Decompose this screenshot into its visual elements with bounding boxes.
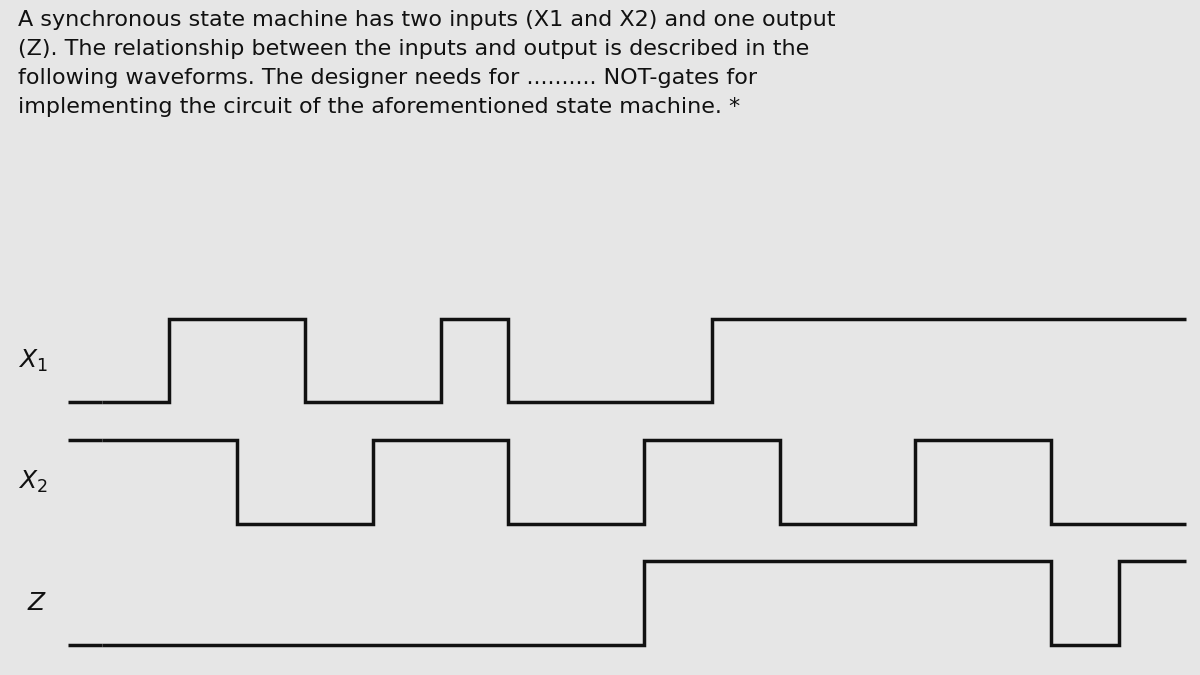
Text: $Z$: $Z$	[28, 591, 48, 615]
Text: A synchronous state machine has two inputs (X1 and X2) and one output
(Z). The r: A synchronous state machine has two inpu…	[18, 10, 835, 117]
Text: $X_2$: $X_2$	[18, 469, 48, 495]
Text: $X_1$: $X_1$	[18, 348, 48, 374]
